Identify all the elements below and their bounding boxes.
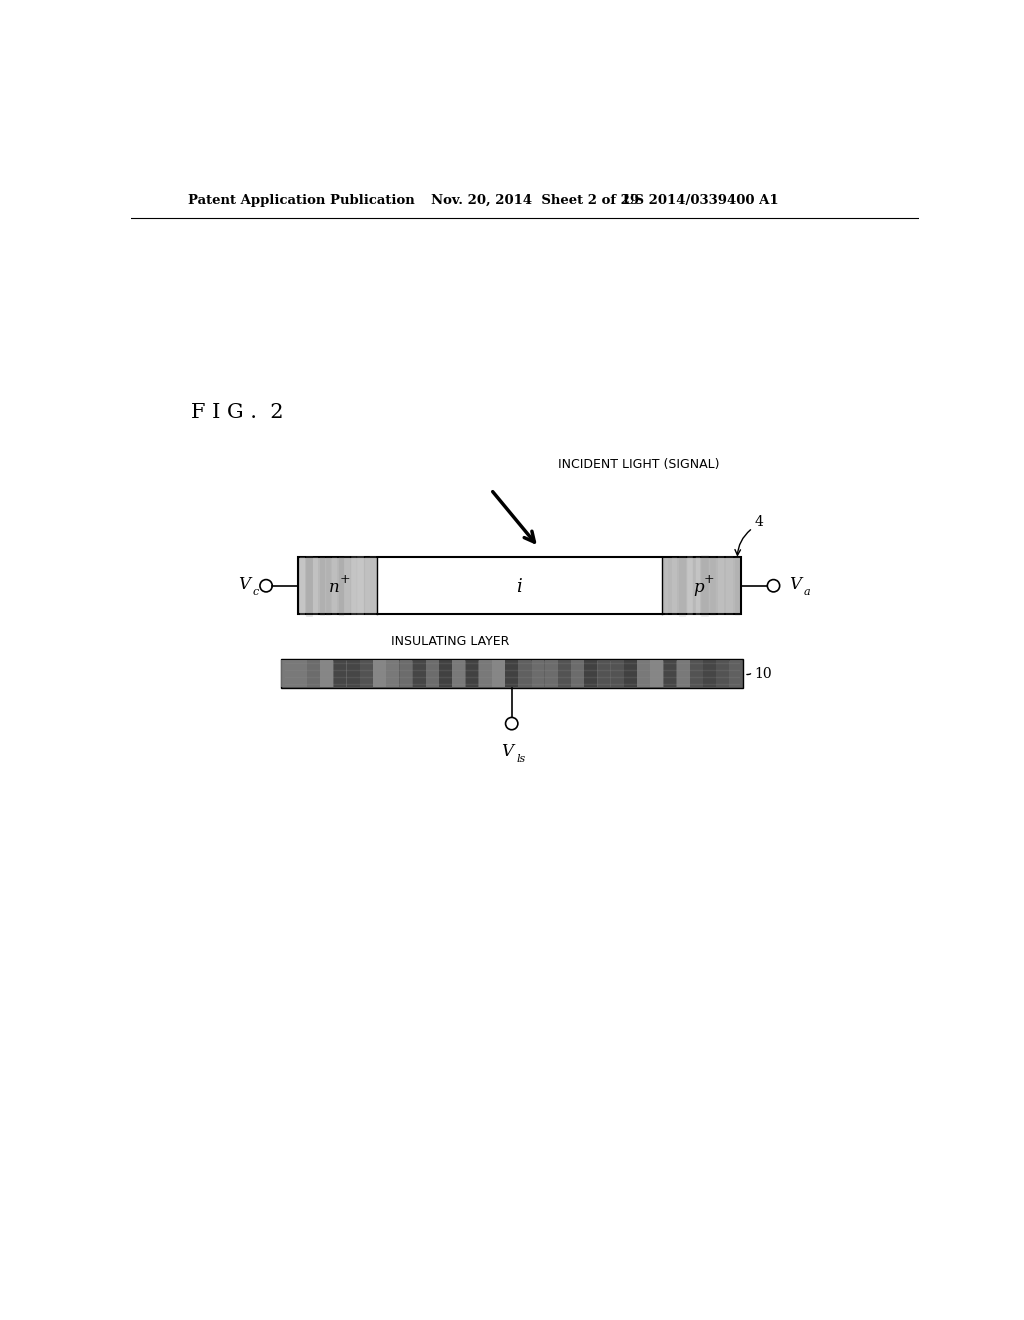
Text: a: a [803, 587, 810, 597]
Text: F I G .  2: F I G . 2 [190, 404, 283, 422]
Bar [585, 660, 597, 688]
Text: c: c [252, 587, 258, 597]
Bar [624, 660, 637, 688]
Bar [466, 660, 478, 688]
Text: i: i [516, 578, 522, 597]
Text: n: n [330, 578, 340, 595]
Text: +: + [340, 573, 350, 586]
Bar [610, 660, 624, 688]
Bar [703, 660, 716, 688]
Text: 4: 4 [755, 515, 763, 529]
Text: V: V [501, 743, 513, 760]
Text: INCIDENT LIGHT (SIGNAL): INCIDENT LIGHT (SIGNAL) [558, 458, 720, 471]
Bar [439, 660, 452, 688]
Bar [492, 660, 505, 688]
Bar [426, 660, 438, 688]
Bar [386, 660, 399, 688]
Text: V: V [790, 577, 801, 594]
Bar [377, 557, 662, 614]
Bar [598, 660, 610, 688]
Bar [664, 660, 676, 688]
Bar [298, 557, 377, 614]
Text: ls: ls [516, 754, 525, 764]
Bar [281, 660, 294, 688]
Bar [505, 660, 518, 688]
Bar [294, 660, 307, 688]
Bar [690, 660, 702, 688]
Bar [650, 660, 664, 688]
Text: Patent Application Publication: Patent Application Publication [188, 194, 415, 207]
Bar [307, 660, 319, 688]
Bar [558, 660, 570, 688]
Bar [453, 660, 465, 688]
Bar [717, 660, 729, 688]
Text: +: + [703, 573, 715, 586]
Bar [321, 660, 333, 688]
Bar [662, 557, 741, 614]
Bar [298, 557, 741, 614]
Bar [347, 660, 359, 688]
Bar [373, 660, 386, 688]
Bar [637, 660, 650, 688]
Bar [281, 659, 742, 688]
Bar [729, 660, 742, 688]
Text: US 2014/0339400 A1: US 2014/0339400 A1 [624, 194, 779, 207]
Bar [399, 660, 413, 688]
Text: V: V [239, 577, 251, 594]
Text: 10: 10 [755, 667, 772, 681]
Text: INSULATING LAYER: INSULATING LAYER [391, 635, 509, 648]
Bar [518, 660, 531, 688]
Text: p: p [693, 578, 703, 595]
Bar [478, 660, 492, 688]
Bar [545, 660, 557, 688]
Bar [413, 660, 426, 688]
Bar [571, 660, 584, 688]
Bar [359, 660, 373, 688]
Bar [531, 660, 545, 688]
Bar [677, 660, 689, 688]
Bar [334, 660, 346, 688]
Text: Nov. 20, 2014  Sheet 2 of 29: Nov. 20, 2014 Sheet 2 of 29 [431, 194, 639, 207]
